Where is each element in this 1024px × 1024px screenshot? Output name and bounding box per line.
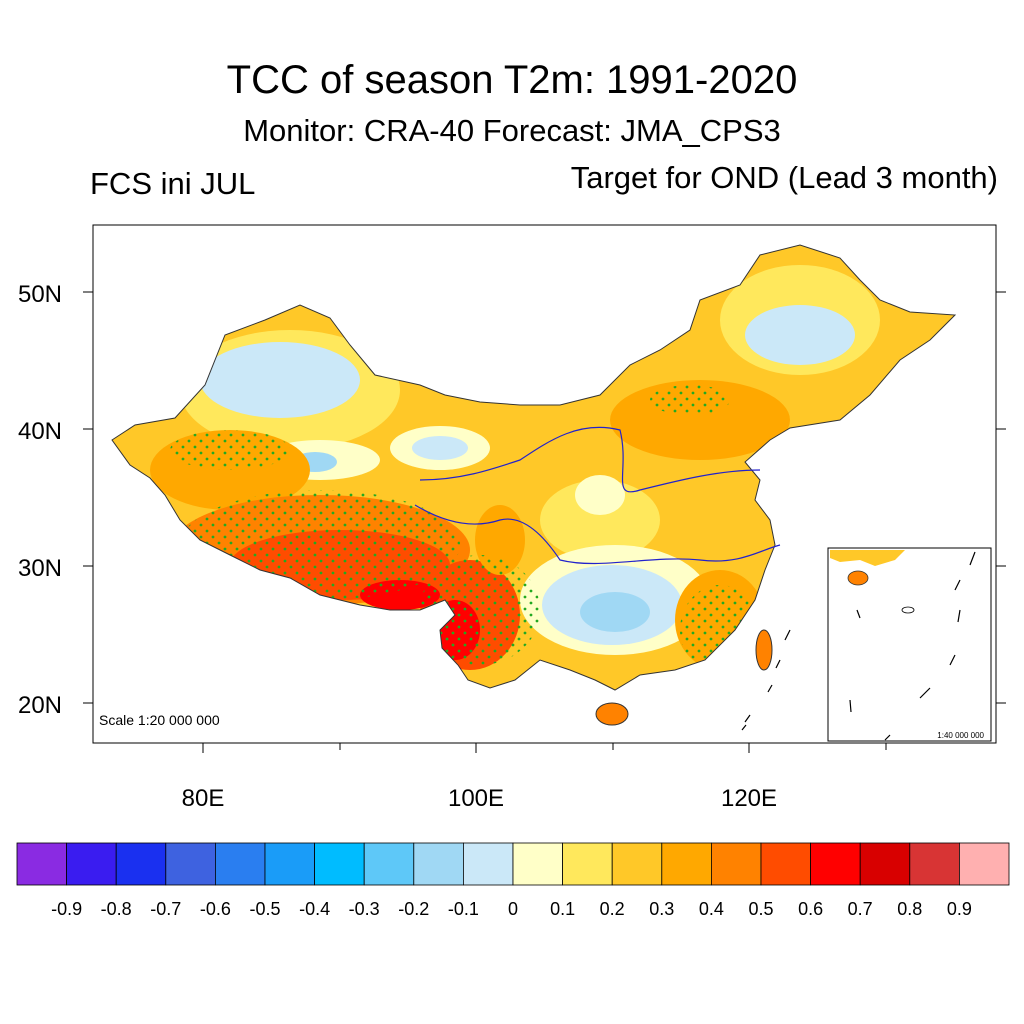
colorbar-label: 0.8	[897, 899, 922, 919]
colorbar-swatch	[264, 842, 315, 886]
map-title: TCC of season T2m: 1991-2020	[226, 58, 798, 102]
colorbar-swatch	[413, 842, 464, 886]
colorbar-swatch	[462, 842, 514, 886]
taiwan-island	[755, 629, 773, 671]
colorbar-label: 0.2	[600, 899, 625, 919]
colorbar-swatch	[363, 842, 415, 886]
colorbar-label: -0.5	[249, 899, 280, 919]
map-subtitle: Monitor: CRA-40 Forecast: JMA_CPS3	[243, 113, 781, 148]
colorbar-label: -0.7	[150, 899, 181, 919]
colorbar-swatch	[859, 842, 911, 886]
hainan-island	[595, 702, 629, 726]
colorbar-label: 0.6	[798, 899, 823, 919]
colorbar-label: -0.8	[101, 899, 132, 919]
colorbar-swatch	[165, 842, 216, 886]
colorbar-label: 0	[508, 899, 518, 919]
lat-label-50n: 50N	[18, 281, 62, 308]
yellow-river	[419, 426, 761, 493]
nine-dash-line	[741, 629, 791, 731]
colorbar-swatch	[909, 842, 960, 886]
colorbar-swatch	[512, 842, 563, 886]
lon-label-120e: 120E	[721, 785, 777, 812]
colorbar-swatch	[66, 842, 117, 886]
colorbar-label: -0.6	[200, 899, 231, 919]
lon-label-80e: 80E	[182, 785, 225, 812]
colorbar-swatch	[611, 842, 663, 886]
colorbar-swatch	[115, 842, 167, 886]
inset-scale-label: 1:40 000 000	[937, 731, 984, 740]
china-border	[111, 244, 957, 691]
colorbar-label: -0.9	[51, 899, 82, 919]
colorbar: -0.9 -0.8 -0.7 -0.6 -0.5 -0.4 -0.3 -0.2 -0.1 0 0.1…	[16, 842, 1010, 919]
inset-map: 1:40 000 000	[827, 547, 992, 742]
right-label: Target for OND (Lead 3 month)	[570, 160, 998, 195]
lat-label-30n: 30N	[18, 555, 62, 582]
colorbar-swatch	[810, 842, 861, 886]
colorbar-swatch	[214, 842, 266, 886]
lon-label-100e: 100E	[448, 785, 504, 812]
colorbar-swatch	[314, 842, 365, 886]
left-label: FCS ini JUL	[90, 166, 256, 201]
colorbar-label: 0.4	[699, 899, 724, 919]
colorbar-swatch	[16, 842, 67, 886]
colorbar-swatch	[562, 842, 613, 886]
yangtze-river	[414, 504, 781, 565]
colorbar-swatch	[661, 842, 712, 886]
colorbar-swatch	[711, 842, 762, 886]
colorbar-label: 0.9	[947, 899, 972, 919]
colorbar-swatch	[760, 842, 811, 886]
lat-axis: 50N 40N 30N 20N	[18, 281, 1006, 719]
colorbar-label: -0.1	[448, 899, 479, 919]
lat-label-20n: 20N	[18, 692, 62, 719]
scale-label: Scale 1:20 000 000	[99, 712, 220, 728]
colorbar-swatch	[959, 842, 1010, 886]
colorbar-label: 0.1	[550, 899, 575, 919]
lon-axis: 80E 100E 120E	[182, 743, 887, 812]
colorbar-label: -0.2	[398, 899, 429, 919]
colorbar-label: -0.4	[299, 899, 330, 919]
colorbar-label: -0.3	[349, 899, 380, 919]
lat-label-40n: 40N	[18, 418, 62, 445]
colorbar-label: 0.5	[748, 899, 773, 919]
colorbar-label: 0.7	[848, 899, 873, 919]
colorbar-label: 0.3	[649, 899, 674, 919]
